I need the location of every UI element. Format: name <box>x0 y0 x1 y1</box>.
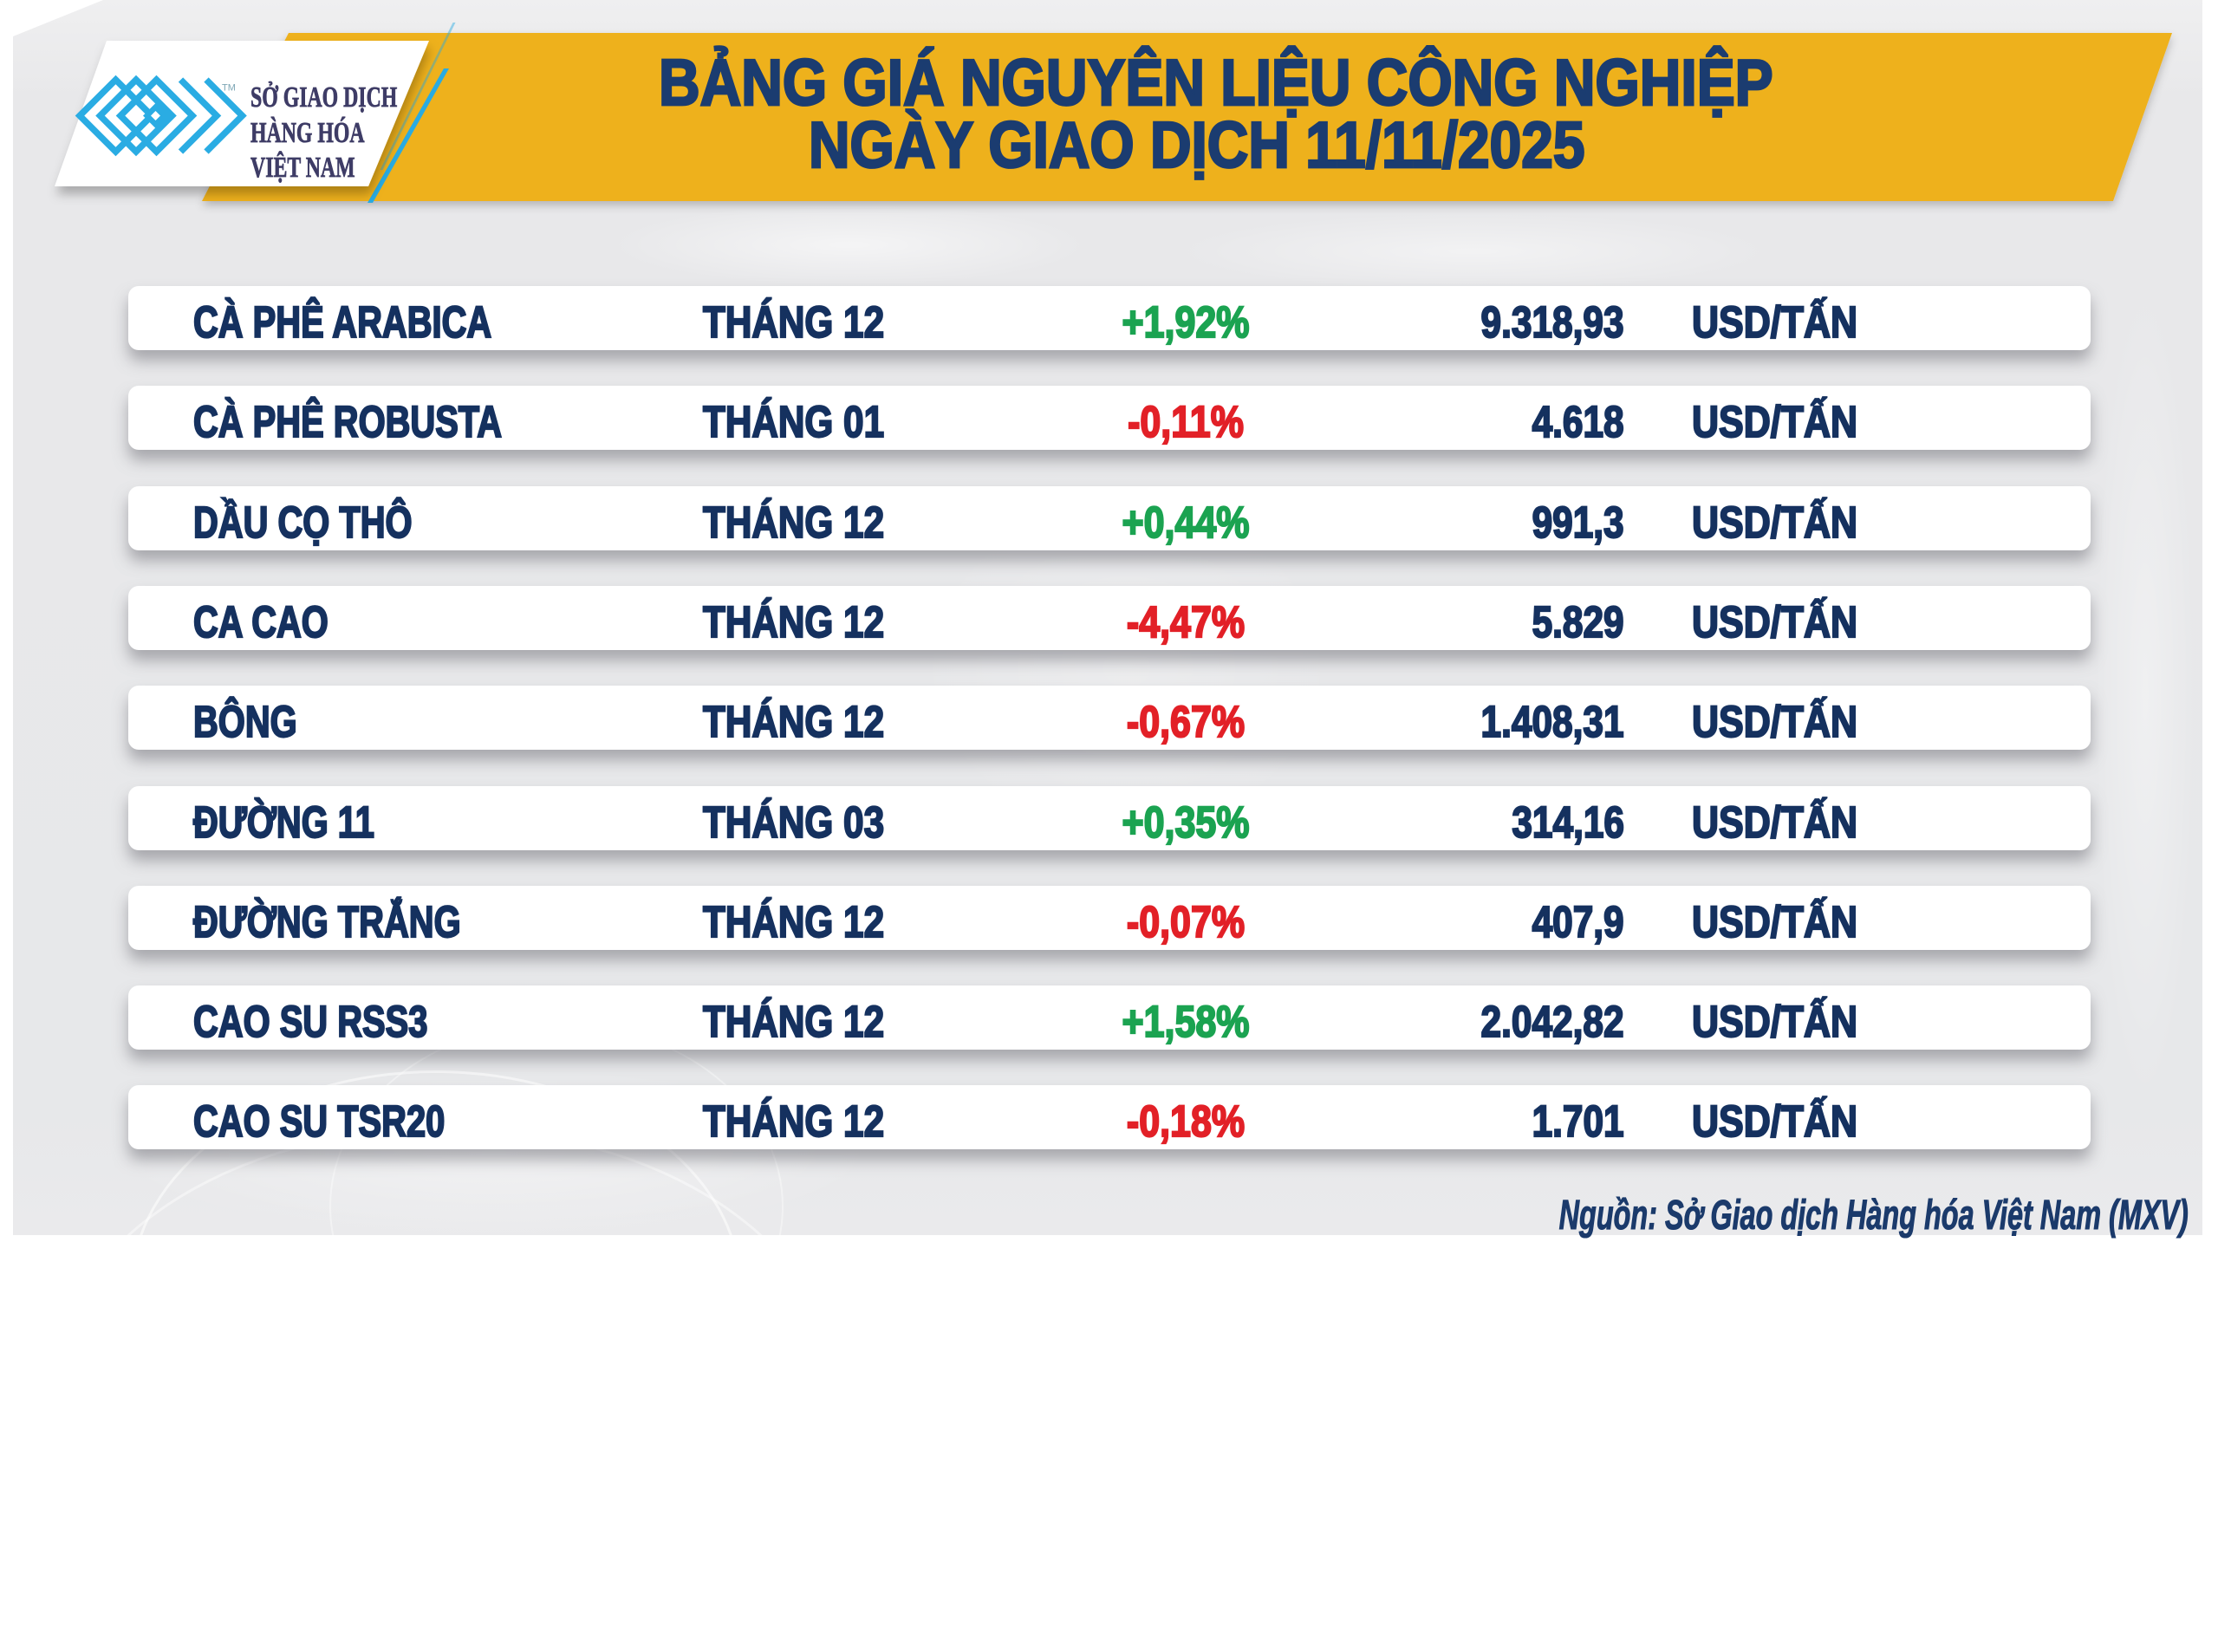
svg-text:TM: TM <box>222 83 236 94</box>
